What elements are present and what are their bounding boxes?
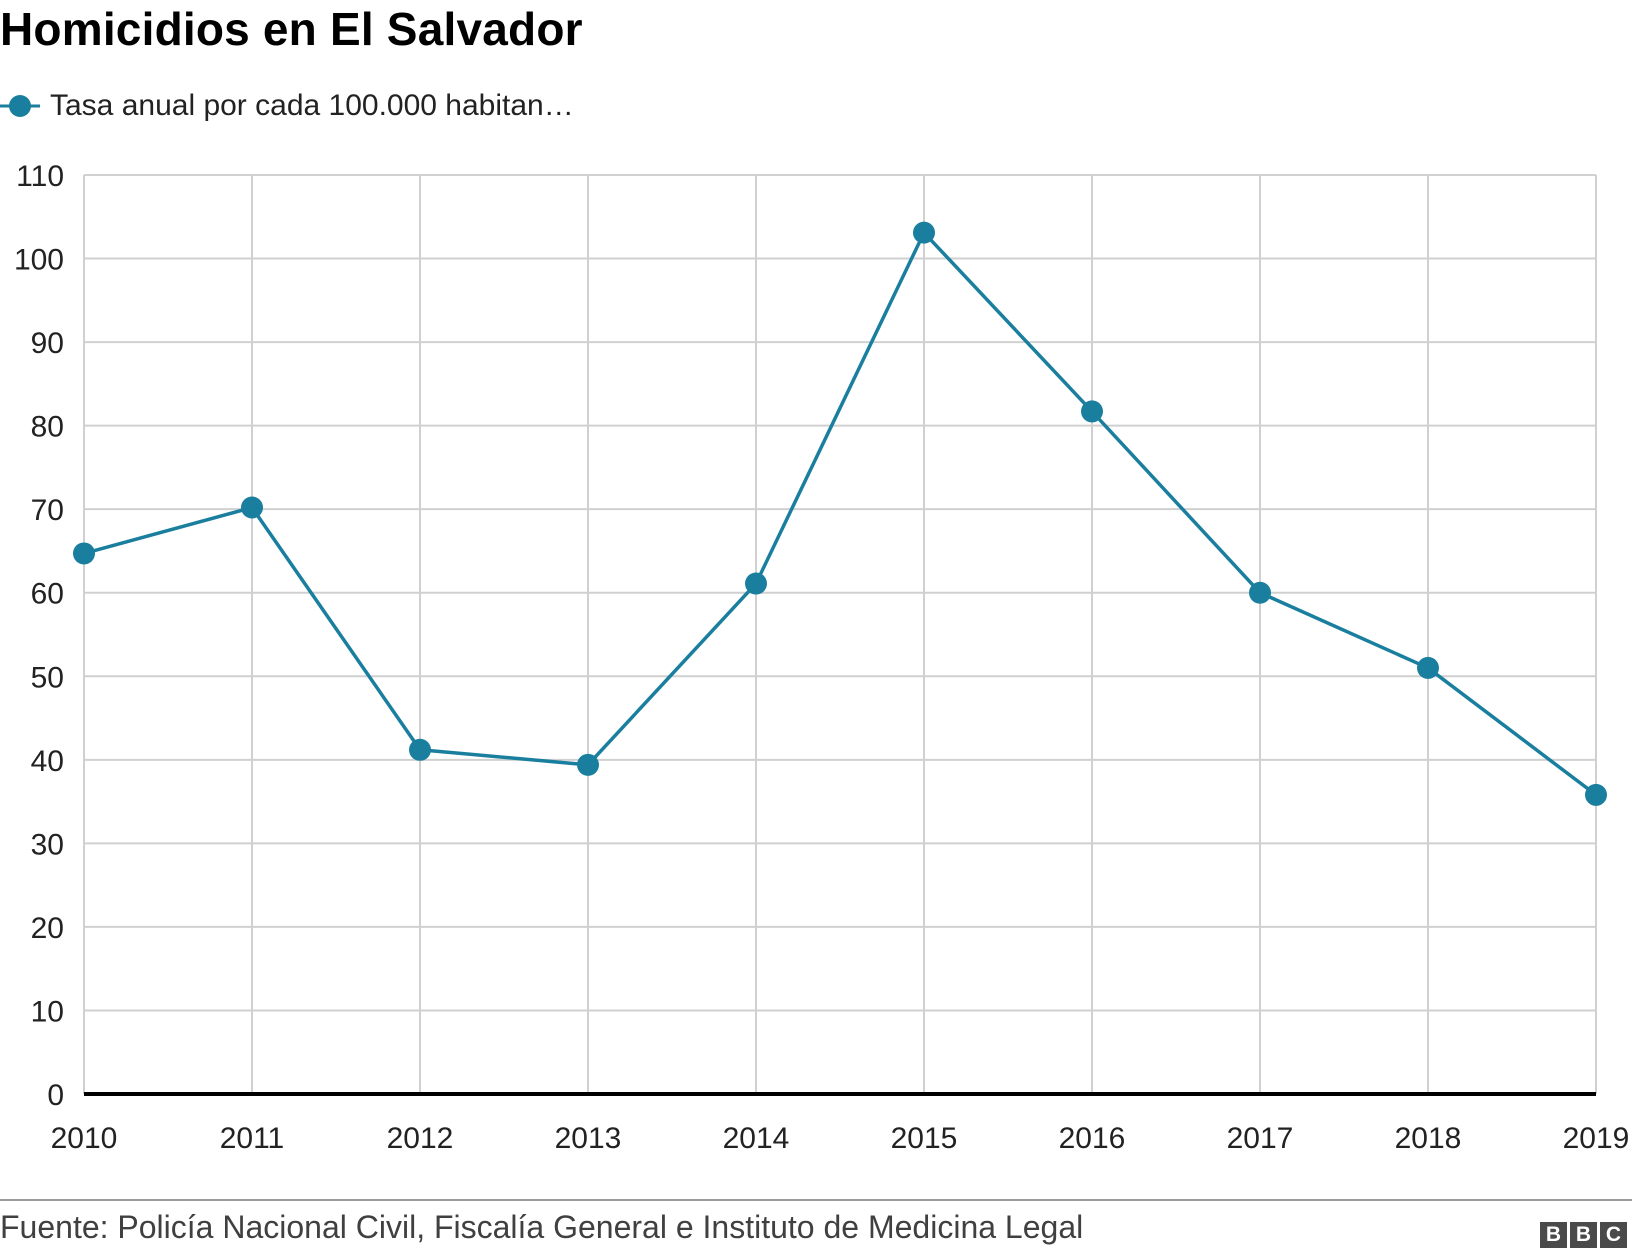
x-tick-label: 2011 xyxy=(220,1122,285,1155)
y-tick-label: 30 xyxy=(31,828,64,861)
y-tick-label: 40 xyxy=(31,745,64,778)
y-tick-label: 60 xyxy=(31,578,64,611)
legend-line-marker-icon xyxy=(0,95,40,117)
y-tick-label: 0 xyxy=(47,1079,64,1112)
x-tick-label: 2010 xyxy=(51,1122,118,1155)
footer-divider xyxy=(0,1199,1632,1201)
data-point-2019 xyxy=(1585,783,1607,806)
data-point-2013 xyxy=(577,753,599,776)
y-tick-label: 100 xyxy=(14,244,64,277)
series-line xyxy=(83,230,1598,797)
x-axis-tick-labels: 2010 2011 2012 2013 2014 2015 2016 2017 2018 2019 xyxy=(51,1122,1630,1155)
data-point-2014 xyxy=(745,572,767,595)
series-layer xyxy=(73,221,1607,806)
y-tick-label: 80 xyxy=(31,411,64,444)
y-axis-tick-labels: 0 10 20 30 40 50 60 70 80 90 100 110 xyxy=(14,160,64,1112)
grid-lines xyxy=(83,174,1597,1096)
data-point-2012 xyxy=(409,738,431,761)
x-tick-label: 2012 xyxy=(387,1122,454,1155)
y-tick-label: 20 xyxy=(31,912,64,945)
data-point-2015 xyxy=(913,221,935,244)
data-point-2018 xyxy=(1417,656,1439,679)
x-tick-label: 2014 xyxy=(723,1122,790,1155)
x-tick-label: 2016 xyxy=(1059,1122,1126,1155)
source-note: Fuente: Policía Nacional Civil, Fiscalía… xyxy=(0,1209,1084,1245)
data-point-2017 xyxy=(1249,581,1271,604)
logo-letter-b1: B xyxy=(1540,1222,1567,1248)
y-tick-label: 90 xyxy=(31,327,64,360)
y-tick-label: 10 xyxy=(31,995,64,1028)
legend: Tasa anual por cada 100.000 habitan… xyxy=(0,86,574,126)
x-tick-label: 2017 xyxy=(1227,1122,1294,1155)
bbc-logo: B B C xyxy=(1540,1222,1627,1248)
logo-letter-c: C xyxy=(1600,1222,1627,1248)
y-tick-label: 50 xyxy=(31,661,64,694)
chart-title: Homicidios en El Salvador xyxy=(0,3,583,55)
x-tick-label: 2015 xyxy=(891,1122,958,1155)
x-tick-label: 2019 xyxy=(1563,1122,1630,1155)
data-point-2016 xyxy=(1081,400,1103,423)
data-point-2011 xyxy=(241,496,263,519)
logo-letter-b2: B xyxy=(1570,1222,1597,1248)
x-tick-label: 2013 xyxy=(555,1122,622,1155)
legend-label: Tasa anual por cada 100.000 habitan… xyxy=(50,89,574,122)
y-tick-label: 110 xyxy=(16,160,64,193)
y-tick-label: 70 xyxy=(31,494,64,527)
x-tick-label: 2018 xyxy=(1395,1122,1462,1155)
data-point-2010 xyxy=(73,542,95,565)
